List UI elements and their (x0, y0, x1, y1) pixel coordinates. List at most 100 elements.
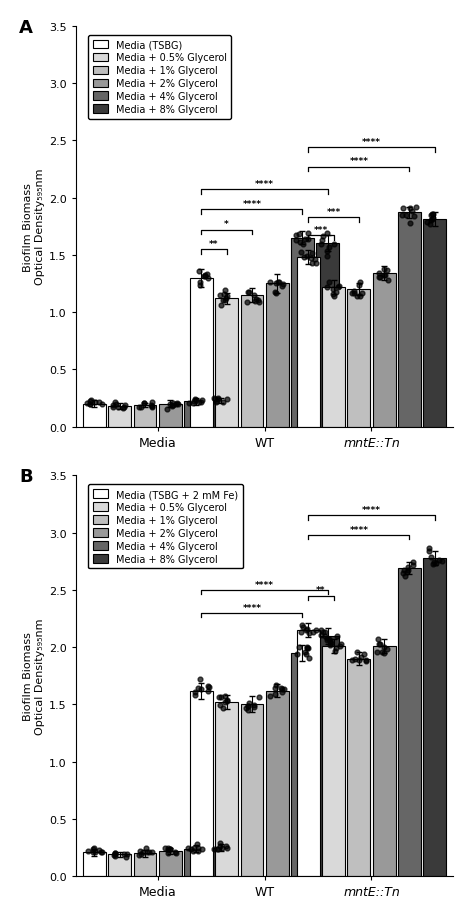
Point (271, 681, 279, 696)
Bar (215, 702, 238, 876)
Point (135, 847, 143, 862)
Point (301, 251, 308, 266)
Point (302, 646, 310, 661)
Point (217, 299, 225, 313)
Point (303, 641, 310, 656)
Point (204, 684, 211, 698)
Point (277, 681, 284, 696)
Point (334, 280, 342, 295)
Point (430, 555, 438, 570)
Point (148, 845, 156, 859)
Point (204, 271, 211, 286)
Point (194, 844, 202, 858)
Point (274, 275, 282, 289)
Point (348, 287, 356, 301)
Point (272, 287, 279, 301)
Point (304, 641, 311, 655)
Point (220, 288, 228, 302)
Point (292, 233, 300, 248)
Point (304, 233, 311, 247)
Bar (210, 401, 232, 427)
Point (362, 653, 370, 668)
Point (330, 238, 337, 253)
Point (193, 836, 201, 851)
Bar (134, 854, 156, 876)
Bar (322, 288, 345, 427)
Point (357, 650, 365, 664)
Point (112, 845, 119, 860)
Point (383, 264, 391, 278)
Point (139, 845, 146, 859)
Bar (109, 855, 131, 876)
Point (137, 846, 145, 861)
Point (245, 699, 252, 714)
Bar (347, 659, 370, 876)
Point (406, 201, 414, 216)
Bar (316, 636, 339, 876)
Point (324, 280, 331, 295)
Point (308, 247, 316, 262)
Point (221, 695, 229, 709)
Point (301, 645, 309, 660)
Bar (159, 404, 182, 427)
Point (308, 256, 316, 271)
Point (212, 395, 220, 410)
Point (307, 252, 314, 267)
Point (328, 636, 335, 651)
Point (164, 845, 172, 860)
Point (222, 838, 229, 853)
Bar (266, 691, 289, 876)
Point (148, 395, 155, 410)
Point (164, 843, 172, 857)
Point (112, 397, 120, 412)
Point (194, 681, 202, 696)
Point (224, 289, 231, 304)
Point (301, 233, 309, 247)
Point (246, 696, 253, 710)
Point (196, 276, 204, 290)
Bar (190, 691, 213, 876)
Point (427, 213, 435, 228)
Text: ****: **** (242, 603, 262, 612)
Y-axis label: Biofilm Biomass
Optical Density₅₉₅nm: Biofilm Biomass Optical Density₅₉₅nm (23, 618, 45, 734)
Point (383, 642, 391, 657)
Point (189, 396, 197, 411)
Text: ****: **** (255, 580, 274, 589)
Point (122, 849, 129, 864)
Point (195, 395, 203, 410)
Point (111, 845, 118, 860)
Point (403, 565, 411, 580)
Point (210, 391, 218, 406)
Point (223, 694, 231, 709)
Point (428, 208, 436, 222)
Point (166, 842, 174, 857)
Point (213, 394, 221, 409)
Bar (210, 847, 232, 876)
Y-axis label: Biofilm Biomass
Optical Density₅₉₅nm: Biofilm Biomass Optical Density₅₉₅nm (23, 169, 45, 285)
Point (296, 235, 304, 250)
Point (400, 201, 407, 216)
Bar (134, 405, 156, 427)
Point (401, 570, 409, 584)
Point (196, 278, 204, 292)
Point (355, 653, 363, 668)
Point (197, 395, 205, 410)
Point (435, 552, 443, 567)
Text: ****: **** (349, 157, 368, 166)
Point (279, 278, 287, 292)
Point (293, 647, 301, 662)
Point (318, 233, 326, 248)
Point (173, 845, 180, 860)
Point (272, 677, 279, 692)
Point (318, 622, 325, 637)
Point (114, 400, 122, 414)
Point (91, 395, 99, 410)
Point (250, 288, 257, 302)
Point (405, 561, 412, 575)
Point (196, 264, 203, 278)
Point (375, 637, 383, 652)
Point (166, 842, 174, 857)
Point (335, 279, 343, 294)
Point (271, 286, 279, 301)
Point (223, 392, 231, 407)
